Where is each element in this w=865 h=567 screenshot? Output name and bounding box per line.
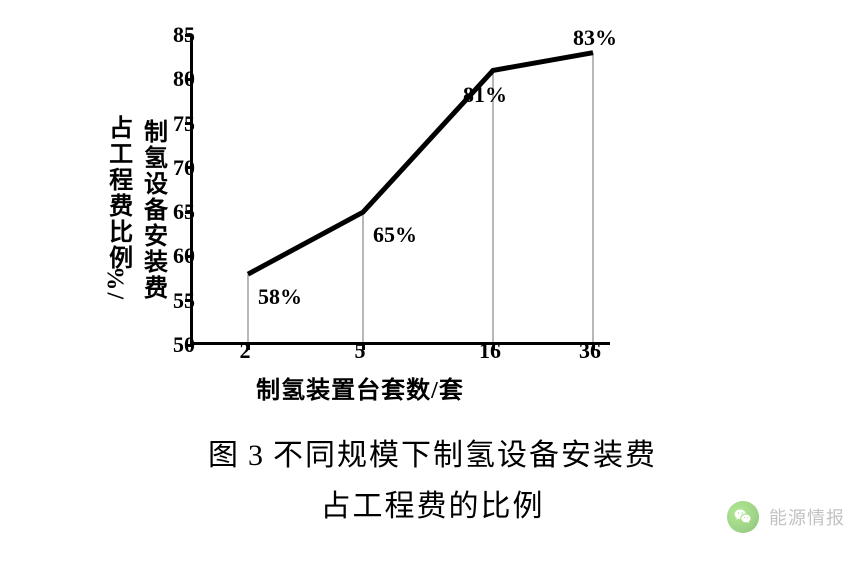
watermark: 能源情报 bbox=[727, 501, 845, 533]
y-tick-label: 80 bbox=[173, 66, 195, 92]
y-axis-title: 制氢设备安装费占工程费比例/% bbox=[100, 115, 169, 305]
caption-line2: 占工程费的比例 bbox=[321, 490, 545, 523]
y-axis-unit: /% bbox=[101, 265, 135, 300]
data-line bbox=[248, 53, 593, 274]
data-point-label: 83% bbox=[573, 25, 617, 51]
caption-prefix: 图 bbox=[208, 439, 240, 472]
chart-container: 制氢设备安装费占工程费比例/% 58% 65% 81% 83% 50 55 60 65 70 7… bbox=[95, 20, 625, 400]
data-point-label: 65% bbox=[373, 222, 417, 248]
x-axis-title: 制氢装置台套数/套 bbox=[256, 370, 464, 405]
y-tick-label: 65 bbox=[173, 199, 195, 225]
x-tick-label: 2 bbox=[240, 338, 251, 364]
watermark-text: 能源情报 bbox=[769, 504, 845, 530]
chart-svg bbox=[193, 35, 613, 345]
y-tick-label: 70 bbox=[173, 155, 195, 181]
caption-number: 3 bbox=[248, 439, 265, 472]
y-tick-label: 50 bbox=[173, 332, 195, 358]
y-tick-label: 55 bbox=[173, 288, 195, 314]
plot-area: 58%65%81%83% bbox=[190, 35, 610, 345]
y-tick-label: 75 bbox=[173, 111, 195, 137]
data-point-label: 58% bbox=[258, 284, 302, 310]
y-tick-label: 85 bbox=[173, 22, 195, 48]
x-tick-label: 5 bbox=[355, 338, 366, 364]
caption-line1: 不同规模下制氢设备安装费 bbox=[273, 439, 657, 472]
wechat-icon bbox=[727, 501, 759, 533]
data-point-label: 81% bbox=[463, 82, 507, 108]
y-axis-title-line2: 工程费比例 bbox=[105, 141, 131, 271]
x-tick-label: 36 bbox=[579, 338, 601, 364]
x-tick-label: 16 bbox=[479, 338, 501, 364]
y-tick-label: 60 bbox=[173, 243, 195, 269]
